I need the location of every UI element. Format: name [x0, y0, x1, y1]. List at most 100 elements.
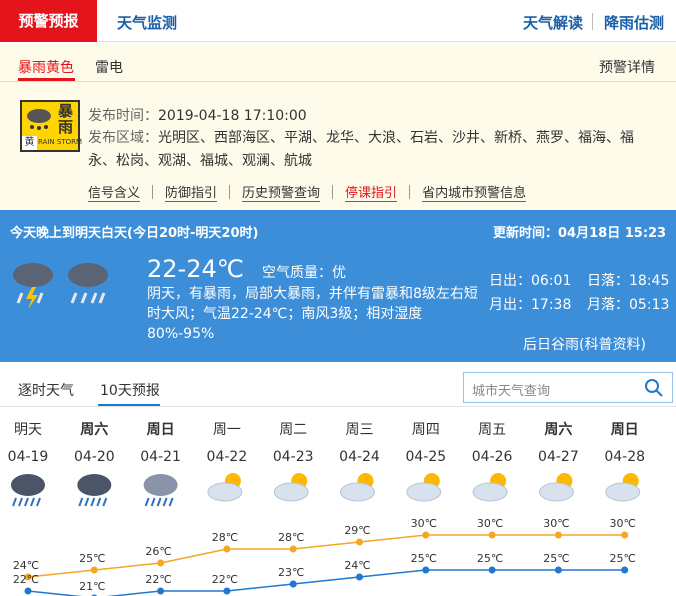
tab[interactable]: 天气监测	[117, 14, 178, 32]
divider	[0, 81, 676, 82]
search-icon[interactable]	[644, 378, 664, 398]
placeholder: 城市天气查询	[472, 384, 551, 399]
rain	[144, 497, 150, 507]
weather-icon	[273, 473, 309, 502]
temp-point	[223, 545, 231, 553]
rain	[84, 497, 90, 507]
cloud	[605, 482, 641, 502]
temp-point	[554, 566, 562, 574]
sunset: 日落：18:45	[587, 273, 670, 289]
day-label: 周六	[80, 421, 108, 438]
day-label: 周三	[346, 422, 374, 438]
area-row: 发布区域：光明区、西部海区、平湖、龙华、大浪、石岩、沙井、新桥、燕罗、福海、福永…	[88, 127, 644, 173]
temp-line	[27, 569, 625, 596]
cloud	[406, 482, 442, 502]
warning-link[interactable]: 停课指引	[345, 182, 398, 202]
top-bar: 预警预报 天气监测 天气解读 降雨估测	[0, 0, 676, 42]
divider	[332, 185, 334, 199]
warning-panel: 暴雨黄色 雷电 预警详情 暴雨 黄 RAIN STORM 发布时间：2019-0…	[0, 43, 676, 210]
divider	[152, 185, 154, 199]
date-label: 04-20	[74, 449, 115, 465]
label: 发布时间：	[88, 108, 158, 124]
date-label: 04-19	[8, 449, 49, 465]
temp-point	[289, 545, 297, 553]
temp-label: 24℃	[344, 559, 370, 572]
temp-label: 26℃	[145, 545, 171, 558]
forecast-tab[interactable]: 10天预报	[100, 383, 160, 399]
day-label: 周五	[478, 422, 506, 438]
tab[interactable]: 预警预报	[0, 0, 97, 42]
day-label: 周一	[213, 422, 241, 438]
date-label: 04-25	[405, 449, 446, 465]
weather-icon	[538, 473, 574, 502]
temp-point	[422, 566, 430, 574]
date-label: 04-26	[472, 449, 513, 465]
rain	[156, 497, 162, 507]
tab[interactable]: 降雨估测	[604, 14, 665, 32]
temp-label: 28℃	[212, 531, 238, 544]
temp-label: 25℃	[610, 552, 636, 565]
icon-text: 暴雨	[58, 102, 74, 136]
rain	[150, 497, 156, 507]
weather-icon	[77, 474, 112, 507]
day-label: 周四	[412, 422, 440, 438]
temp-label: 22℃	[13, 573, 39, 586]
date-label: 04-28	[604, 449, 645, 465]
temp-point	[157, 559, 165, 567]
temp-point	[24, 573, 32, 581]
warning-link[interactable]: 历史预警查询	[242, 182, 321, 202]
temp-label: 25℃	[411, 552, 437, 565]
date-label: 04-24	[339, 449, 380, 465]
weather-icon	[406, 473, 442, 502]
update: 更新时间：04月18日 15:23	[493, 222, 666, 241]
day-label: 明天	[14, 422, 42, 438]
forecast-tab[interactable]: 逐时天气	[18, 383, 74, 399]
search-box[interactable]: 城市天气查询	[463, 372, 673, 403]
temp-point	[356, 573, 363, 581]
divider	[592, 13, 593, 30]
temp-point	[488, 531, 496, 539]
cloud	[472, 482, 508, 502]
description: 阴天，有暴雨，局部大暴雨，并伴有雷暴和8级左右短时大风；气温22-24℃；南风3…	[147, 286, 478, 342]
weather-icon	[340, 473, 375, 502]
solar-term[interactable]: 后日谷雨(科普资料)	[523, 337, 646, 353]
cloud	[143, 474, 178, 496]
rain	[24, 497, 29, 507]
value: 优	[332, 265, 346, 281]
temp-point	[621, 531, 629, 539]
time-row: 发布时间：2019-04-18 17:10:00	[88, 105, 307, 125]
time: 2019-04-18 17:10:00	[158, 108, 307, 124]
rain	[18, 497, 23, 507]
temp-label: 22℃	[212, 573, 238, 586]
sunrise: 日出：06:01	[489, 273, 572, 289]
warning-tab[interactable]: 暴雨黄色	[18, 60, 74, 76]
tab[interactable]: 天气解读	[523, 14, 584, 32]
temp-label: 30℃	[610, 517, 636, 530]
divider	[0, 406, 676, 407]
icon-level: 黄	[22, 136, 37, 150]
date-label: 04-22	[207, 449, 248, 465]
temp-label: 25℃	[543, 552, 569, 565]
weather-icon	[11, 474, 45, 507]
today-panel: 今天晚上到明天白天(今日20时-明天20时) 更新时间：04月18日 15:23…	[0, 210, 676, 362]
forecast-chart: 明天 04-19 周六 04-20 周日 04-21 周一 04-22 周二 04-23 周三 04-…	[8, 421, 645, 596]
weather-icon	[605, 473, 641, 502]
warning-link[interactable]: 信号含义	[88, 182, 141, 202]
day-label: 周日	[147, 422, 175, 438]
area: 光明区、西部海区、平湖、龙华、大浪、石岩、沙井、新桥、燕罗、福海、福永、松岗、观…	[88, 130, 634, 169]
rain	[162, 497, 168, 507]
rain	[78, 497, 84, 507]
temp-label: 21℃	[79, 580, 105, 593]
warning-tab[interactable]: 雷电	[95, 60, 123, 76]
detail-link[interactable]: 预警详情	[599, 60, 655, 76]
warning-link[interactable]: 省内城市预警信息	[422, 182, 527, 202]
rain	[96, 497, 102, 507]
temp-point	[554, 531, 562, 539]
cloud	[207, 482, 243, 502]
warning-link[interactable]: 防御指引	[165, 182, 218, 202]
weather-icon	[207, 473, 243, 502]
weather-icon	[143, 474, 178, 507]
cloud	[538, 482, 574, 502]
date-label: 04-27	[538, 449, 579, 465]
temp-label: 25℃	[477, 552, 503, 565]
